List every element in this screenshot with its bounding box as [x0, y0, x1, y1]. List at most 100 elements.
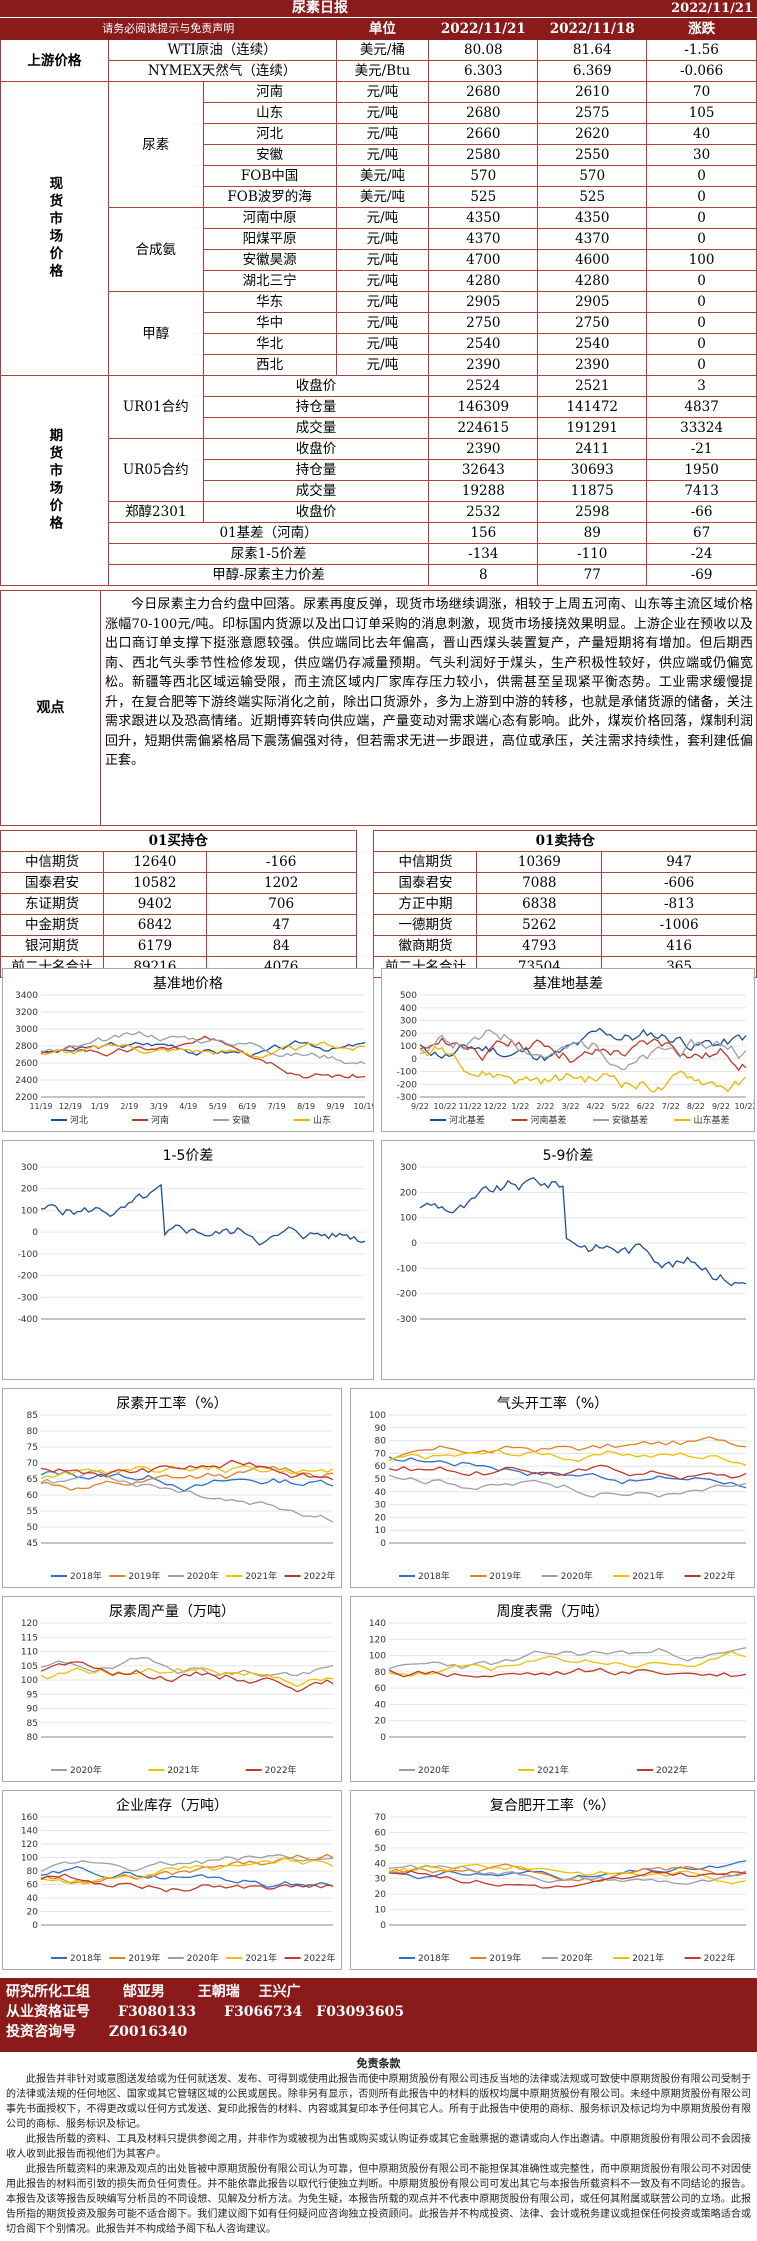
- gas-rate-chart: 气头开工率（%） 0 10 20 30 40 50 60 70 80 90 100 2018年 2019年…: [350, 1388, 755, 1588]
- gap: [356, 915, 374, 936]
- series-line: [419, 1176, 747, 1287]
- price-table: 请务必阅读提示与免责声明 单位 2022/11/21 2022/11/18 涨跌…: [0, 18, 757, 586]
- spot-name: FOB中国: [202, 165, 337, 187]
- spot-v1: 2905: [428, 291, 539, 313]
- spot-name: 西北: [202, 354, 337, 376]
- chart-title: 1-5价差: [162, 1148, 214, 1164]
- short-title: 01卖持仓: [373, 830, 757, 852]
- y-tick-label: 140: [369, 1619, 386, 1629]
- y-tick-label: 0: [411, 1055, 417, 1065]
- legend-label: 2020年: [187, 1570, 219, 1582]
- spot-v2: 525: [537, 186, 648, 208]
- short-name: 中信期货: [373, 851, 478, 873]
- fut-v2: 191291: [537, 417, 648, 439]
- spot-v1: 2680: [428, 102, 539, 124]
- legend-label: 2019年: [489, 1570, 521, 1582]
- y-tick-label: -300: [397, 1315, 418, 1325]
- legend-label: 2022年: [704, 1570, 736, 1582]
- series-line: [40, 1873, 334, 1893]
- long-v: 9402: [102, 893, 207, 915]
- spot-unit: 元/吨: [335, 270, 430, 292]
- disclaimer-title: 免责条款: [356, 2057, 401, 2070]
- urea-output-chart: 尿素周产量（万吨） 80 85 90 95 100 105 110 115 120 2020年 202…: [2, 1596, 342, 1782]
- y-tick-label: 200: [400, 1188, 417, 1198]
- y-tick-label: 65: [27, 1475, 38, 1485]
- chart-title: 尿素周产量（万吨）: [109, 1604, 235, 1620]
- spot-name: 河北: [202, 123, 337, 145]
- ur05-label: UR05合约: [107, 438, 204, 502]
- long-v: 6179: [102, 935, 207, 957]
- spread-chg: 67: [646, 522, 757, 544]
- fut-name: 收盘价: [202, 375, 430, 397]
- spot-unit: 元/吨: [335, 333, 430, 355]
- upstream-unit: 美元/Btu: [335, 60, 430, 82]
- y-tick-label: 300: [400, 1163, 417, 1173]
- legend-label: 2020年: [418, 1764, 450, 1776]
- y-tick-label: 50: [27, 1523, 39, 1533]
- spot-unit: 元/吨: [335, 102, 430, 124]
- methanol-label: 甲醇: [107, 291, 204, 376]
- spot-v2: 4600: [537, 249, 648, 271]
- gap: [356, 873, 374, 894]
- y-tick-label: 2400: [15, 1076, 38, 1086]
- notice-text: 请务必阅读提示与免责声明: [0, 18, 337, 40]
- series-line: [419, 1029, 747, 1071]
- x-tick-label: 8/22: [687, 1102, 705, 1111]
- fut-v2: 2521: [537, 375, 648, 397]
- compound-rate-chart: 复合肥开工率（%） 0 10 20 30 40 50 60 70 2018年 2019年 2020年 2…: [350, 1790, 755, 1970]
- footer-line1: 研究所化工组 郜亚男 王朝瑞 王兴广: [6, 1984, 301, 2000]
- long-name: 中金期货: [0, 914, 104, 936]
- short-name: 国泰君安: [373, 872, 478, 894]
- x-tick-label: 12/19: [59, 1102, 82, 1111]
- y-tick-label: 300: [400, 1017, 417, 1027]
- series-line: [388, 1667, 747, 1678]
- chart-title: 气头开工率（%）: [496, 1396, 609, 1412]
- long-chg: 1202: [205, 872, 357, 894]
- y-tick-label: 80: [375, 1668, 387, 1678]
- col-unit: 单位: [335, 18, 430, 40]
- urea-rate-chart: 尿素开工率（%） 45 50 55 60 65 70 75 80 85 2018年 2019年 2020…: [2, 1388, 342, 1588]
- y-tick-label: 100: [21, 1854, 38, 1864]
- spot-v1: 4370: [428, 228, 539, 250]
- spot-v1: 2680: [428, 81, 539, 103]
- short-v: 4793: [476, 935, 603, 957]
- short-v: 10369: [476, 851, 603, 873]
- y-tick-label: 20: [27, 1908, 39, 1918]
- legend-label: 2018年: [70, 1570, 102, 1582]
- fut-v2: 11875: [537, 480, 648, 502]
- legend-label: 2018年: [418, 1952, 450, 1964]
- series-line: [40, 1470, 334, 1492]
- research-footer: 研究所化工组 郜亚男 王朝瑞 王兴广 从业资格证号 F3080133 F3066…: [0, 1978, 757, 2052]
- view-section: 观点 今日尿素主力合约盘中回落。尿素再度反弹，现货市场继续调涨，相较于上周五河南…: [0, 590, 757, 826]
- y-tick-label: 10: [375, 1906, 387, 1916]
- spot-name: FOB波罗的海: [202, 186, 337, 208]
- y-tick-label: 50: [375, 1844, 387, 1854]
- y-tick-label: 200: [400, 1029, 417, 1039]
- y-tick-label: 20: [375, 1513, 387, 1523]
- spread-name: 甲醇-尿素主力价差: [107, 564, 430, 586]
- y-tick-label: 60: [375, 1684, 387, 1694]
- y-tick-label: 3400: [15, 991, 38, 1001]
- fut-name: 收盘价: [202, 501, 430, 523]
- upstream-label: 上游价格: [0, 39, 109, 82]
- spot-v2: 2390: [537, 354, 648, 376]
- series-line: [40, 1465, 334, 1491]
- x-tick-label: 5/19: [209, 1102, 227, 1111]
- spread59-chart: 5-9价差 -300 -200 -100 0 100 200 300: [381, 1140, 755, 1380]
- spot-v1: 4350: [428, 207, 539, 229]
- legend-label: 2020年: [70, 1764, 102, 1776]
- legend-label: 2020年: [561, 1570, 593, 1582]
- short-v: 6838: [476, 893, 603, 915]
- weekly-demand-chart: 周度表需（万吨） 0 20 40 60 80 100 120 140 2020年 2021年 2022…: [350, 1596, 755, 1782]
- short-v: 5262: [476, 914, 603, 936]
- basis-diff-chart: 基准地基差 -300 -200 -100 0 100 200 300 400 500 9/22 10/…: [381, 968, 755, 1132]
- spot-v1: 2660: [428, 123, 539, 145]
- spot-chg: 0: [646, 354, 757, 376]
- spread15-chart: 1-5价差 -400 -300 -200 -100 0 100 200 300: [2, 1140, 374, 1380]
- long-name: 国泰君安: [0, 872, 104, 894]
- spot-name: 阳煤平原: [202, 228, 337, 250]
- upstream-name: NYMEX天然气（连续）: [107, 60, 337, 82]
- x-tick-label: 4/19: [179, 1102, 197, 1111]
- y-tick-label: 100: [400, 1214, 417, 1224]
- spot-v2: 2750: [537, 312, 648, 334]
